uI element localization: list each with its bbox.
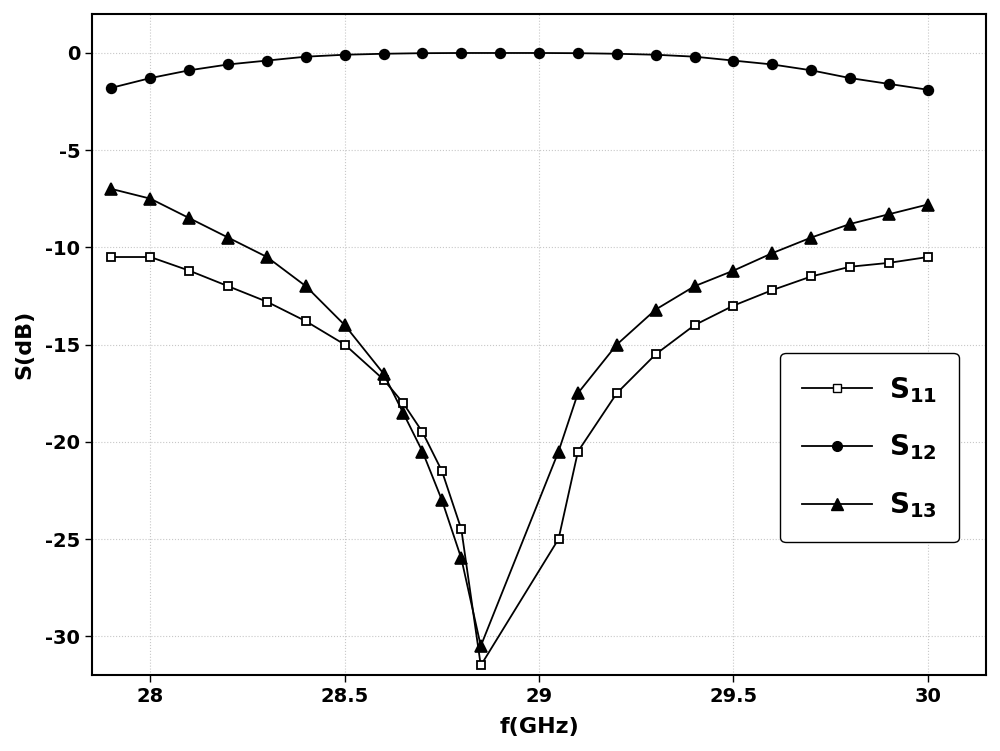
$S_{11}$	[844, 262, 856, 271]
$S_{12}$	[766, 60, 778, 69]
$S_{12}$	[844, 74, 856, 83]
$S_{13}$	[455, 554, 467, 563]
$S_{13}$	[844, 219, 856, 228]
$S_{11}$	[300, 317, 312, 326]
$S_{12}$	[805, 66, 817, 75]
$S_{11}$	[611, 389, 623, 398]
$S_{13}$	[689, 282, 701, 291]
$S_{12}$	[300, 52, 312, 61]
$S_{11}$	[416, 427, 428, 436]
$S_{13}$	[339, 321, 351, 330]
$S_{11}$	[455, 525, 467, 534]
$S_{13}$	[261, 252, 273, 261]
$S_{12}$	[455, 49, 467, 58]
$S_{13}$	[436, 496, 448, 505]
$S_{13}$	[650, 305, 662, 314]
$S_{13}$	[183, 213, 195, 222]
$S_{13}$	[766, 249, 778, 258]
$S_{13}$	[922, 200, 934, 209]
$S_{12}$	[650, 50, 662, 59]
$S_{13}$	[727, 266, 739, 275]
$S_{11}$	[553, 535, 565, 544]
Legend: $\mathbf{S_{11}}$, $\mathbf{S_{12}}$, $\mathbf{S_{13}}$: $\mathbf{S_{11}}$, $\mathbf{S_{12}}$, $\…	[780, 353, 959, 542]
X-axis label: f(GHz): f(GHz)	[499, 717, 579, 737]
$S_{13}$	[883, 210, 895, 219]
$S_{11}$	[436, 466, 448, 475]
$S_{11}$	[222, 282, 234, 291]
$S_{11}$	[766, 285, 778, 294]
$S_{13}$	[300, 282, 312, 291]
$S_{11}$	[378, 375, 390, 384]
$S_{11}$	[922, 252, 934, 261]
$S_{11}$	[144, 252, 156, 261]
$S_{12}$	[416, 49, 428, 58]
$S_{13}$	[222, 233, 234, 242]
$S_{12}$	[727, 56, 739, 65]
$S_{13}$	[397, 408, 409, 417]
$S_{13}$	[475, 641, 487, 650]
$S_{13}$	[105, 185, 117, 194]
$S_{12}$	[883, 80, 895, 89]
$S_{12}$	[572, 49, 584, 58]
$S_{12}$	[494, 49, 506, 58]
$S_{13}$	[553, 447, 565, 456]
Line: $S_{11}$: $S_{11}$	[107, 253, 932, 670]
$S_{12}$	[378, 50, 390, 59]
$S_{11}$	[727, 301, 739, 310]
$S_{12}$	[144, 74, 156, 83]
$S_{13}$	[572, 389, 584, 398]
$S_{12}$	[105, 83, 117, 92]
Line: $S_{13}$: $S_{13}$	[106, 183, 933, 652]
$S_{12}$	[533, 49, 545, 58]
$S_{12}$	[222, 60, 234, 69]
$S_{12}$	[339, 50, 351, 59]
$S_{13}$	[611, 340, 623, 349]
Y-axis label: S(dB): S(dB)	[14, 310, 34, 379]
$S_{13}$	[416, 447, 428, 456]
$S_{13}$	[378, 369, 390, 379]
$S_{13}$	[144, 195, 156, 204]
$S_{11}$	[105, 252, 117, 261]
$S_{12}$	[689, 52, 701, 61]
$S_{11}$	[650, 350, 662, 359]
$S_{11}$	[339, 340, 351, 349]
$S_{11}$	[475, 661, 487, 670]
$S_{12}$	[261, 56, 273, 65]
$S_{11}$	[261, 297, 273, 306]
$S_{11}$	[883, 258, 895, 267]
$S_{11}$	[572, 447, 584, 456]
$S_{11}$	[689, 321, 701, 330]
Line: $S_{12}$: $S_{12}$	[107, 48, 933, 95]
$S_{11}$	[183, 266, 195, 275]
$S_{12}$	[183, 66, 195, 75]
$S_{12}$	[611, 50, 623, 59]
$S_{12}$	[922, 86, 934, 95]
$S_{11}$	[805, 272, 817, 281]
$S_{11}$	[397, 398, 409, 407]
$S_{13}$	[805, 233, 817, 242]
